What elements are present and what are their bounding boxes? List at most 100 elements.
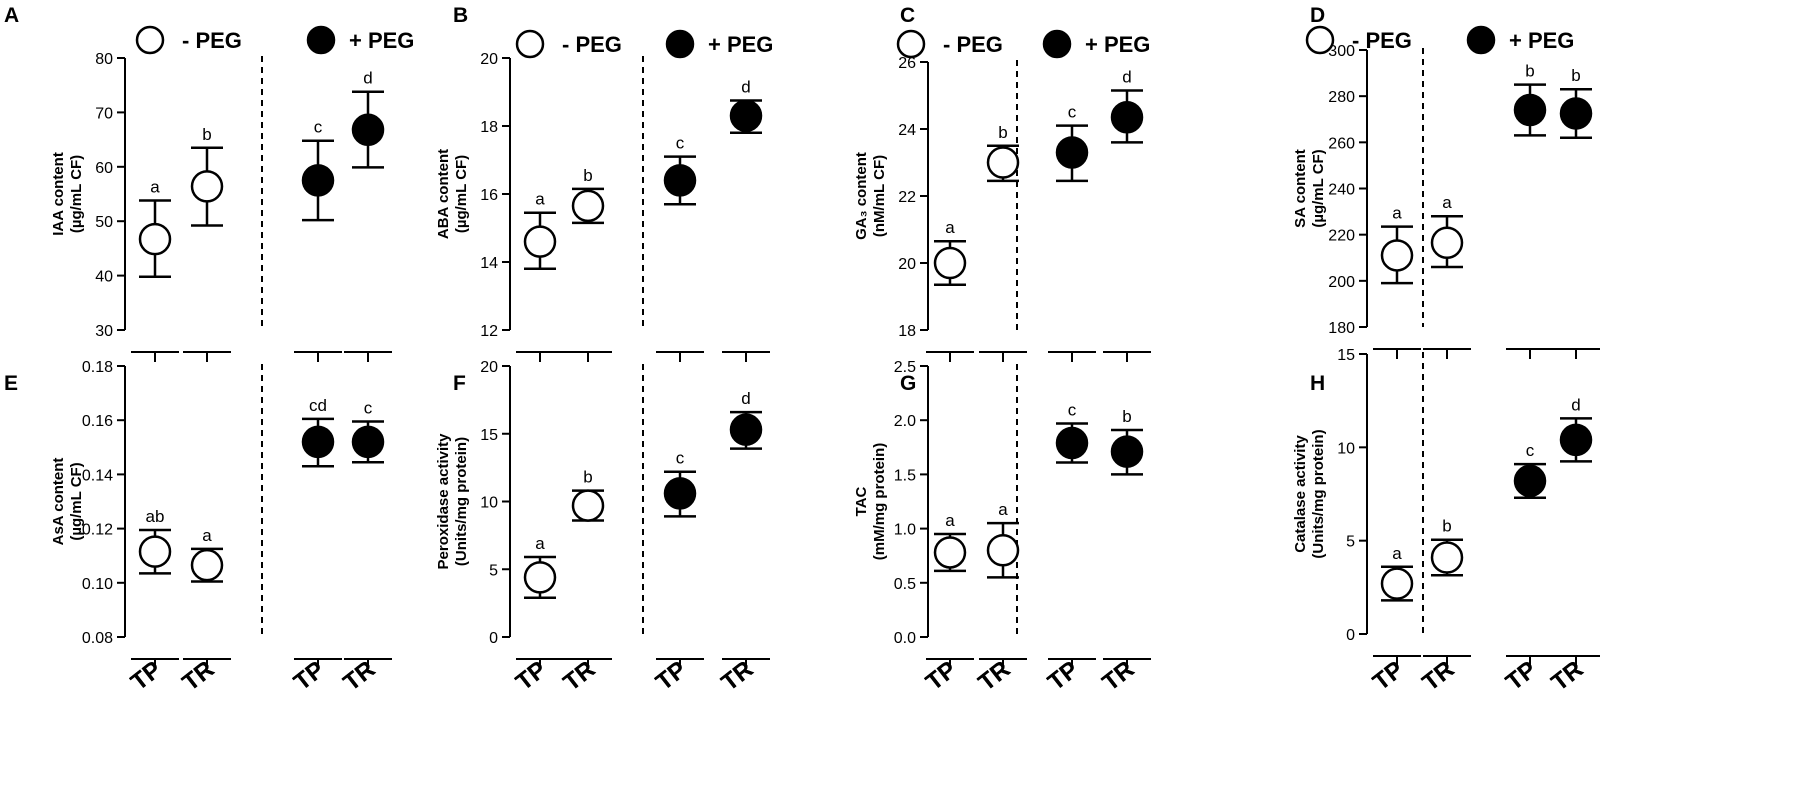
y-tick-label: 30 [95, 323, 113, 340]
y-tick-label: 200 [1328, 274, 1355, 291]
legend-label-plus-peg: + PEG [1509, 28, 1574, 53]
data-point-minus-peg [1430, 541, 1464, 574]
significance-letter: c [364, 399, 373, 418]
data-point-minus-peg [190, 170, 224, 203]
significance-letter: a [535, 534, 545, 553]
y-tick-label: 2.5 [894, 359, 916, 376]
panel-letter: F [453, 372, 466, 395]
data-point-plus-peg [729, 413, 763, 446]
y-axis-title-line: Peroxidase activity [435, 433, 452, 570]
x-category-label: TR [177, 656, 219, 697]
y-tick-label: 20 [480, 359, 498, 376]
x-category-label: TR [1546, 656, 1588, 697]
y-tick-label: 70 [95, 105, 113, 122]
y-tick-label: 16 [480, 187, 498, 204]
x-category-label: TP [289, 656, 330, 696]
x-category-label: TR [338, 656, 380, 697]
data-point-minus-peg [571, 489, 605, 522]
y-axis-title: TAC(mM/mg protein) [853, 443, 888, 561]
significance-letter: b [1442, 517, 1451, 536]
significance-letter: b [583, 468, 592, 487]
significance-letter: d [1571, 395, 1580, 414]
legend-label-minus-peg: - PEG [182, 28, 242, 53]
y-axis-title-line: (µg/mL CF) [68, 462, 85, 540]
y-tick-label: 260 [1328, 135, 1355, 152]
x-category-label: TP [921, 656, 962, 696]
panel-letter: C [900, 4, 915, 27]
y-tick-label: 0.08 [82, 630, 113, 647]
significance-letter: a [1392, 544, 1402, 563]
y-tick-label: 1.5 [894, 467, 916, 484]
significance-letter: c [676, 449, 685, 468]
significance-letter: b [998, 123, 1007, 142]
legend-label-minus-peg: - PEG [943, 32, 1003, 57]
significance-letter: a [150, 178, 160, 197]
legend-marker-minus-peg [1305, 25, 1335, 55]
y-tick-label: 280 [1328, 89, 1355, 106]
significance-letter: a [945, 218, 955, 237]
y-axis-title: Catalase activity(Units/mg protein) [1292, 429, 1327, 558]
x-category-label: TR [1417, 656, 1459, 697]
significance-letter: c [1068, 400, 1077, 419]
y-tick-label: 80 [95, 51, 113, 68]
significance-letter: c [676, 134, 685, 153]
y-tick-label: 0.0 [894, 630, 916, 647]
panel-letter: D [1310, 4, 1325, 27]
y-tick-label: 18 [480, 119, 498, 136]
data-point-minus-peg [571, 189, 605, 223]
data-point-plus-peg [663, 164, 697, 197]
legend-marker-minus-peg [135, 25, 165, 55]
y-tick-label: 240 [1328, 182, 1355, 199]
y-axis-title-line: IAA content [50, 152, 67, 236]
significance-letter: a [202, 526, 212, 545]
y-axis-title-line: GA₃ content [853, 152, 870, 240]
data-point-plus-peg [301, 425, 335, 459]
x-category-label: TP [1043, 656, 1084, 696]
data-point-plus-peg [351, 113, 385, 147]
significance-letter: cd [309, 396, 327, 415]
y-tick-label: 22 [898, 189, 916, 206]
panel-letter: G [900, 372, 916, 395]
y-tick-label: 0.18 [82, 359, 113, 376]
significance-letter: c [1526, 441, 1535, 460]
y-tick-label: 220 [1328, 228, 1355, 245]
x-category-label: TR [716, 656, 758, 697]
y-tick-label: 0.12 [82, 522, 113, 539]
y-axis-title-line: (mM/mg protein) [871, 443, 888, 561]
x-category-label: TP [1368, 656, 1409, 696]
y-tick-label: 0.10 [82, 576, 113, 593]
data-point-plus-peg [1513, 93, 1547, 127]
legend-label-plus-peg: + PEG [1085, 32, 1150, 57]
panel-g: G 0.0 0.5 1.0 1.5 2.0 2.5 TAC(mM/mg protein) a a c… [853, 359, 1151, 697]
significance-letter: c [314, 118, 323, 137]
y-tick-label: 300 [1328, 43, 1355, 60]
y-axis-title: ABA content(µg/mL CF) [435, 149, 470, 239]
y-tick-label: 12 [480, 323, 498, 340]
y-axis-title-line: AsA content [50, 458, 67, 546]
y-tick-label: 2.0 [894, 413, 916, 430]
data-point-minus-peg [1430, 226, 1464, 259]
y-axis-title: SA content(µg/mL CF) [1292, 149, 1327, 228]
y-tick-label: 40 [95, 269, 113, 286]
y-tick-label: 5 [1346, 534, 1355, 551]
significance-letter: d [741, 78, 750, 97]
data-point-minus-peg [933, 246, 967, 280]
legend-marker-plus-peg [1466, 25, 1496, 55]
panel-f: F 0 5 10 15 20 Peroxidase activity(Units/mg pr… [435, 359, 770, 697]
legend-marker-plus-peg [1042, 29, 1072, 59]
x-category-label: TR [558, 656, 600, 697]
y-tick-label: 5 [489, 562, 498, 579]
legend-marker-minus-peg [515, 29, 545, 59]
y-tick-label: 24 [898, 122, 916, 139]
significance-letter: b [583, 166, 592, 185]
significance-letter: b [202, 125, 211, 144]
y-tick-label: 15 [1337, 347, 1355, 364]
data-point-plus-peg [301, 164, 335, 197]
data-point-plus-peg [1055, 426, 1089, 460]
data-point-minus-peg [523, 225, 557, 258]
data-point-plus-peg [351, 425, 385, 459]
significance-letter: d [1122, 67, 1131, 86]
data-point-minus-peg [986, 534, 1020, 567]
significance-letter: a [945, 511, 955, 530]
